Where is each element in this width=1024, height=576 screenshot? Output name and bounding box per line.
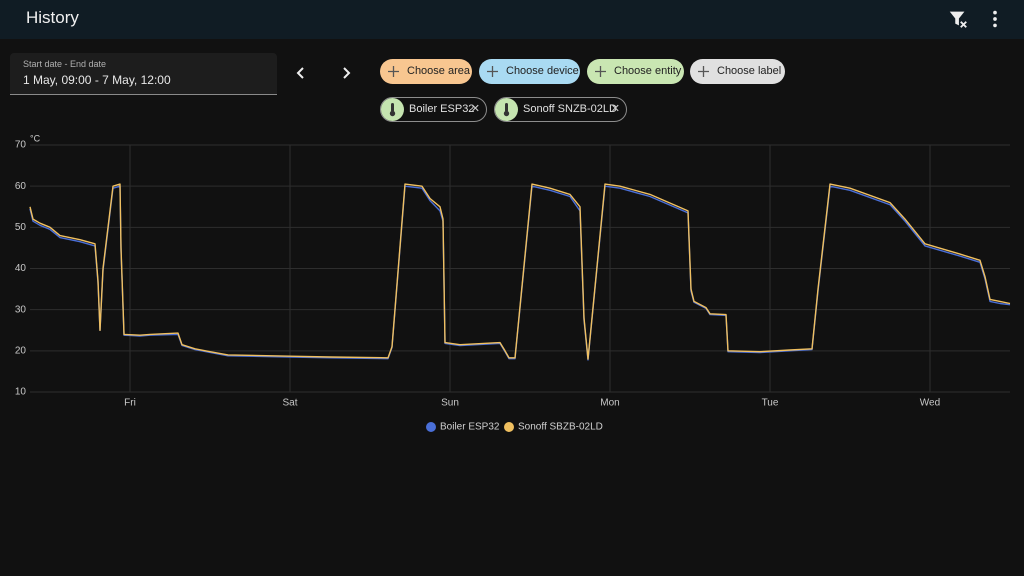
- choose-label-chip[interactable]: Choose label: [690, 59, 785, 84]
- x-tick-label: Wed: [920, 398, 940, 409]
- x-tick-label: Sun: [441, 398, 459, 409]
- x-tick-label: Sat: [282, 398, 297, 409]
- x-tick-label: Tue: [762, 398, 779, 409]
- remove-icon[interactable]: ✕: [610, 103, 620, 115]
- remove-icon[interactable]: ✕: [470, 103, 480, 115]
- legend-label: Sonoff SBZB-02LD: [518, 422, 603, 433]
- choose-area-chip[interactable]: Choose area: [380, 59, 472, 84]
- chip-label: Choose label: [717, 65, 782, 77]
- history-chart: °C 10 20 30 40 50 60 70 Fri Sat Sun Mon Tue Wed Boile…: [15, 133, 1011, 433]
- x-tick-label: Mon: [600, 398, 619, 409]
- more-menu-icon[interactable]: [984, 8, 1006, 30]
- thermometer-icon: [495, 98, 518, 121]
- page-title: History: [26, 8, 79, 27]
- plus-icon: [698, 66, 709, 77]
- clear-filter-icon[interactable]: [947, 8, 969, 30]
- chip-label: Choose area: [407, 65, 470, 77]
- legend-label: Boiler ESP32: [440, 422, 500, 433]
- chip-label: Choose device: [506, 65, 579, 77]
- entity-name: Sonoff SNZB-02LD: [523, 103, 617, 115]
- y-tick-label: 20: [15, 345, 27, 356]
- y-tick-label: 70: [15, 140, 27, 151]
- top-bar: History: [0, 0, 1024, 39]
- y-tick-label: 30: [15, 304, 27, 315]
- next-button[interactable]: [336, 63, 356, 83]
- chip-label: Choose entity: [614, 65, 682, 77]
- thermometer-icon: [381, 98, 404, 121]
- plus-icon: [487, 66, 498, 77]
- choose-device-chip[interactable]: Choose device: [479, 59, 580, 84]
- y-tick-label: 50: [15, 222, 27, 233]
- plus-icon: [595, 66, 606, 77]
- entity-chip[interactable]: Sonoff SNZB-02LD ✕: [494, 97, 627, 122]
- previous-button[interactable]: [291, 63, 311, 83]
- y-axis-label: °C: [30, 133, 41, 143]
- y-tick-label: 40: [15, 263, 27, 274]
- legend-swatch: [426, 422, 436, 432]
- entity-name: Boiler ESP32: [409, 103, 475, 115]
- series-line: [29, 183, 1011, 360]
- date-picker-label: Start date - End date: [23, 59, 107, 69]
- y-tick-label: 10: [15, 387, 27, 398]
- date-picker-value: 1 May, 09:00 - 7 May, 12:00: [23, 73, 171, 87]
- x-tick-label: Fri: [124, 398, 136, 409]
- plus-icon: [388, 66, 399, 77]
- y-tick-label: 60: [15, 181, 27, 192]
- choose-entity-chip[interactable]: Choose entity: [587, 59, 684, 84]
- date-picker[interactable]: Start date - End date 1 May, 09:00 - 7 M…: [10, 53, 277, 95]
- entity-chip[interactable]: Boiler ESP32 ✕: [380, 97, 487, 122]
- legend-swatch: [504, 422, 514, 432]
